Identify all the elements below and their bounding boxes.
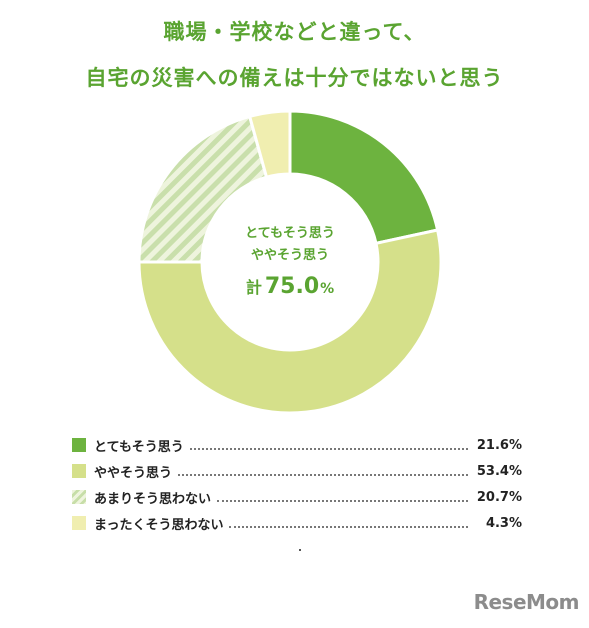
legend-value: 4.3%	[485, 515, 522, 531]
legend-swatch	[72, 516, 86, 530]
leader-dots	[229, 525, 468, 528]
legend-swatch	[72, 490, 86, 504]
slice-strongly-disagree	[247, 109, 292, 180]
chart-title-line2: 自宅の災害への備えは十分ではないと思う	[85, 66, 504, 90]
legend: とてもそう思う 21.6% ややそう思う 53.4% あまりそう思わない 20.…	[72, 432, 522, 536]
legend-item: とてもそう思う 21.6%	[72, 432, 522, 458]
center-label-line1: とてもそう思う	[245, 226, 335, 241]
legend-item: あまりそう思わない 20.7%	[72, 484, 522, 510]
legend-swatch	[72, 464, 86, 478]
slice-somewhat-disagree	[137, 114, 269, 264]
center-label-line2: ややそう思う	[250, 248, 329, 263]
legend-label: まったくそう思わない	[94, 517, 224, 533]
legend-label: ややそう思う	[94, 465, 173, 481]
legend-swatch	[72, 438, 86, 452]
leader-dots	[189, 447, 468, 450]
legend-value: 21.6%	[476, 437, 522, 453]
leader-dots	[178, 473, 468, 476]
decorative-dot	[299, 549, 301, 551]
slice-somewhat-agree	[137, 228, 443, 415]
chart-title-line1: 職場・学校などと違って、	[163, 20, 426, 44]
center-total-prefix: 計	[245, 278, 262, 297]
legend-value: 53.4%	[476, 463, 522, 479]
legend-label: とてもそう思う	[94, 439, 184, 455]
center-total: 計 75.0%	[190, 270, 390, 306]
legend-label: あまりそう思わない	[94, 491, 212, 507]
center-total-value: 75.0	[264, 274, 320, 299]
legend-item: まったくそう思わない 4.3%	[72, 510, 522, 536]
center-total-unit: %	[320, 281, 335, 297]
resemom-logo: ReseMom	[473, 590, 580, 614]
legend-item: ややそう思う 53.4%	[72, 458, 522, 484]
slice-strongly-agree	[288, 109, 440, 246]
legend-value: 20.7%	[476, 489, 522, 505]
leader-dots	[217, 499, 468, 502]
